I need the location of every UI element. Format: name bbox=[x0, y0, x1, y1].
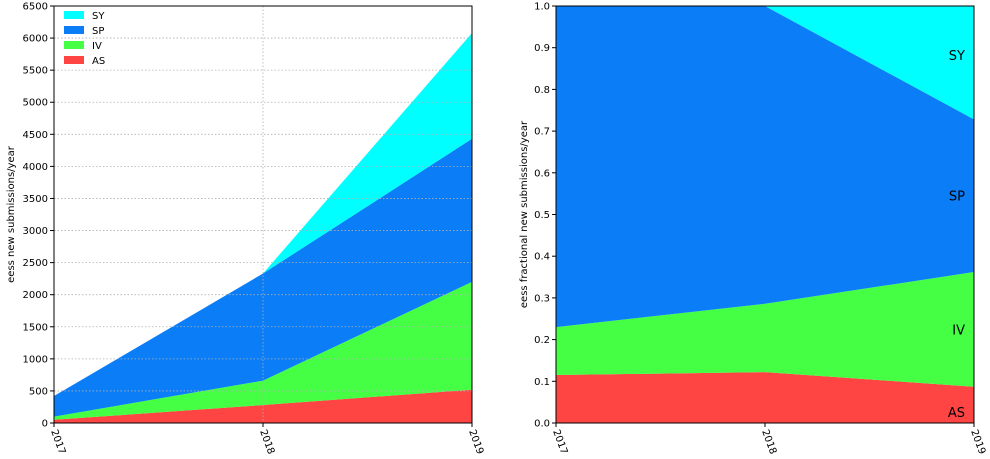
y-tick-label: 500 bbox=[29, 386, 48, 397]
y-tick-label: 0.7 bbox=[534, 127, 550, 138]
y-tick-label: 3000 bbox=[23, 226, 48, 237]
y-tick-label: 0.9 bbox=[534, 43, 550, 54]
y-tick-label: 0.3 bbox=[534, 293, 550, 304]
y-tick-label: 0.8 bbox=[534, 85, 550, 96]
area-label-as: AS bbox=[948, 406, 965, 421]
area-label-sp: SP bbox=[949, 190, 965, 205]
chart-panel-absolute: 0 500 1000 1500 2000 2500 3000 3500 4000 4500 5000… bbox=[6, 2, 485, 456]
legend-swatch-iv bbox=[64, 41, 84, 49]
y-tick-label: 0.1 bbox=[534, 377, 550, 388]
y-tick-label: 5500 bbox=[23, 66, 48, 77]
legend-label-iv: IV bbox=[92, 41, 102, 52]
y-tick-label: 6500 bbox=[23, 2, 48, 13]
y-tick-label: 1500 bbox=[23, 322, 48, 333]
legend-label-sp: SP bbox=[92, 26, 104, 37]
area-label-iv: IV bbox=[952, 323, 965, 338]
y-tick-label: 0.4 bbox=[534, 252, 550, 263]
y-tick-label: 0.6 bbox=[534, 168, 550, 179]
area-series-sp bbox=[556, 6, 974, 328]
y-tick-label: 0 bbox=[42, 419, 48, 430]
y-tick-label: 1.0 bbox=[534, 2, 550, 13]
y-axis-label: eess fractional new submissions/year bbox=[519, 120, 530, 308]
y-tick-label: 0.2 bbox=[534, 335, 550, 346]
legend-label-as: AS bbox=[92, 56, 105, 67]
y-tick-label: 6000 bbox=[23, 34, 48, 45]
y-tick-label: 3500 bbox=[23, 194, 48, 205]
area-series-iv bbox=[54, 281, 472, 420]
y-tick-label: 5000 bbox=[23, 98, 48, 109]
legend-swatch-as bbox=[64, 56, 84, 64]
y-tick-label: 4000 bbox=[23, 162, 48, 173]
y-axis-label: eess new submissions/year bbox=[6, 145, 17, 283]
y-tick-label: 0.0 bbox=[534, 419, 550, 430]
area-series-sp bbox=[54, 138, 472, 417]
legend-swatch-sy bbox=[64, 11, 84, 19]
area-series-iv bbox=[556, 272, 974, 387]
legend-swatch-sp bbox=[64, 26, 84, 34]
area-series-sy bbox=[556, 6, 974, 120]
y-tick-label: 2000 bbox=[23, 290, 48, 301]
area-label-sy: SY bbox=[949, 49, 965, 64]
legend-label-sy: SY bbox=[92, 11, 105, 22]
y-tick-label: 1000 bbox=[23, 354, 48, 365]
area-series-as bbox=[556, 372, 974, 423]
y-tick-label: 4500 bbox=[23, 130, 48, 141]
y-tick-label: 0.5 bbox=[534, 210, 550, 221]
y-tick-label: 2500 bbox=[23, 258, 48, 269]
